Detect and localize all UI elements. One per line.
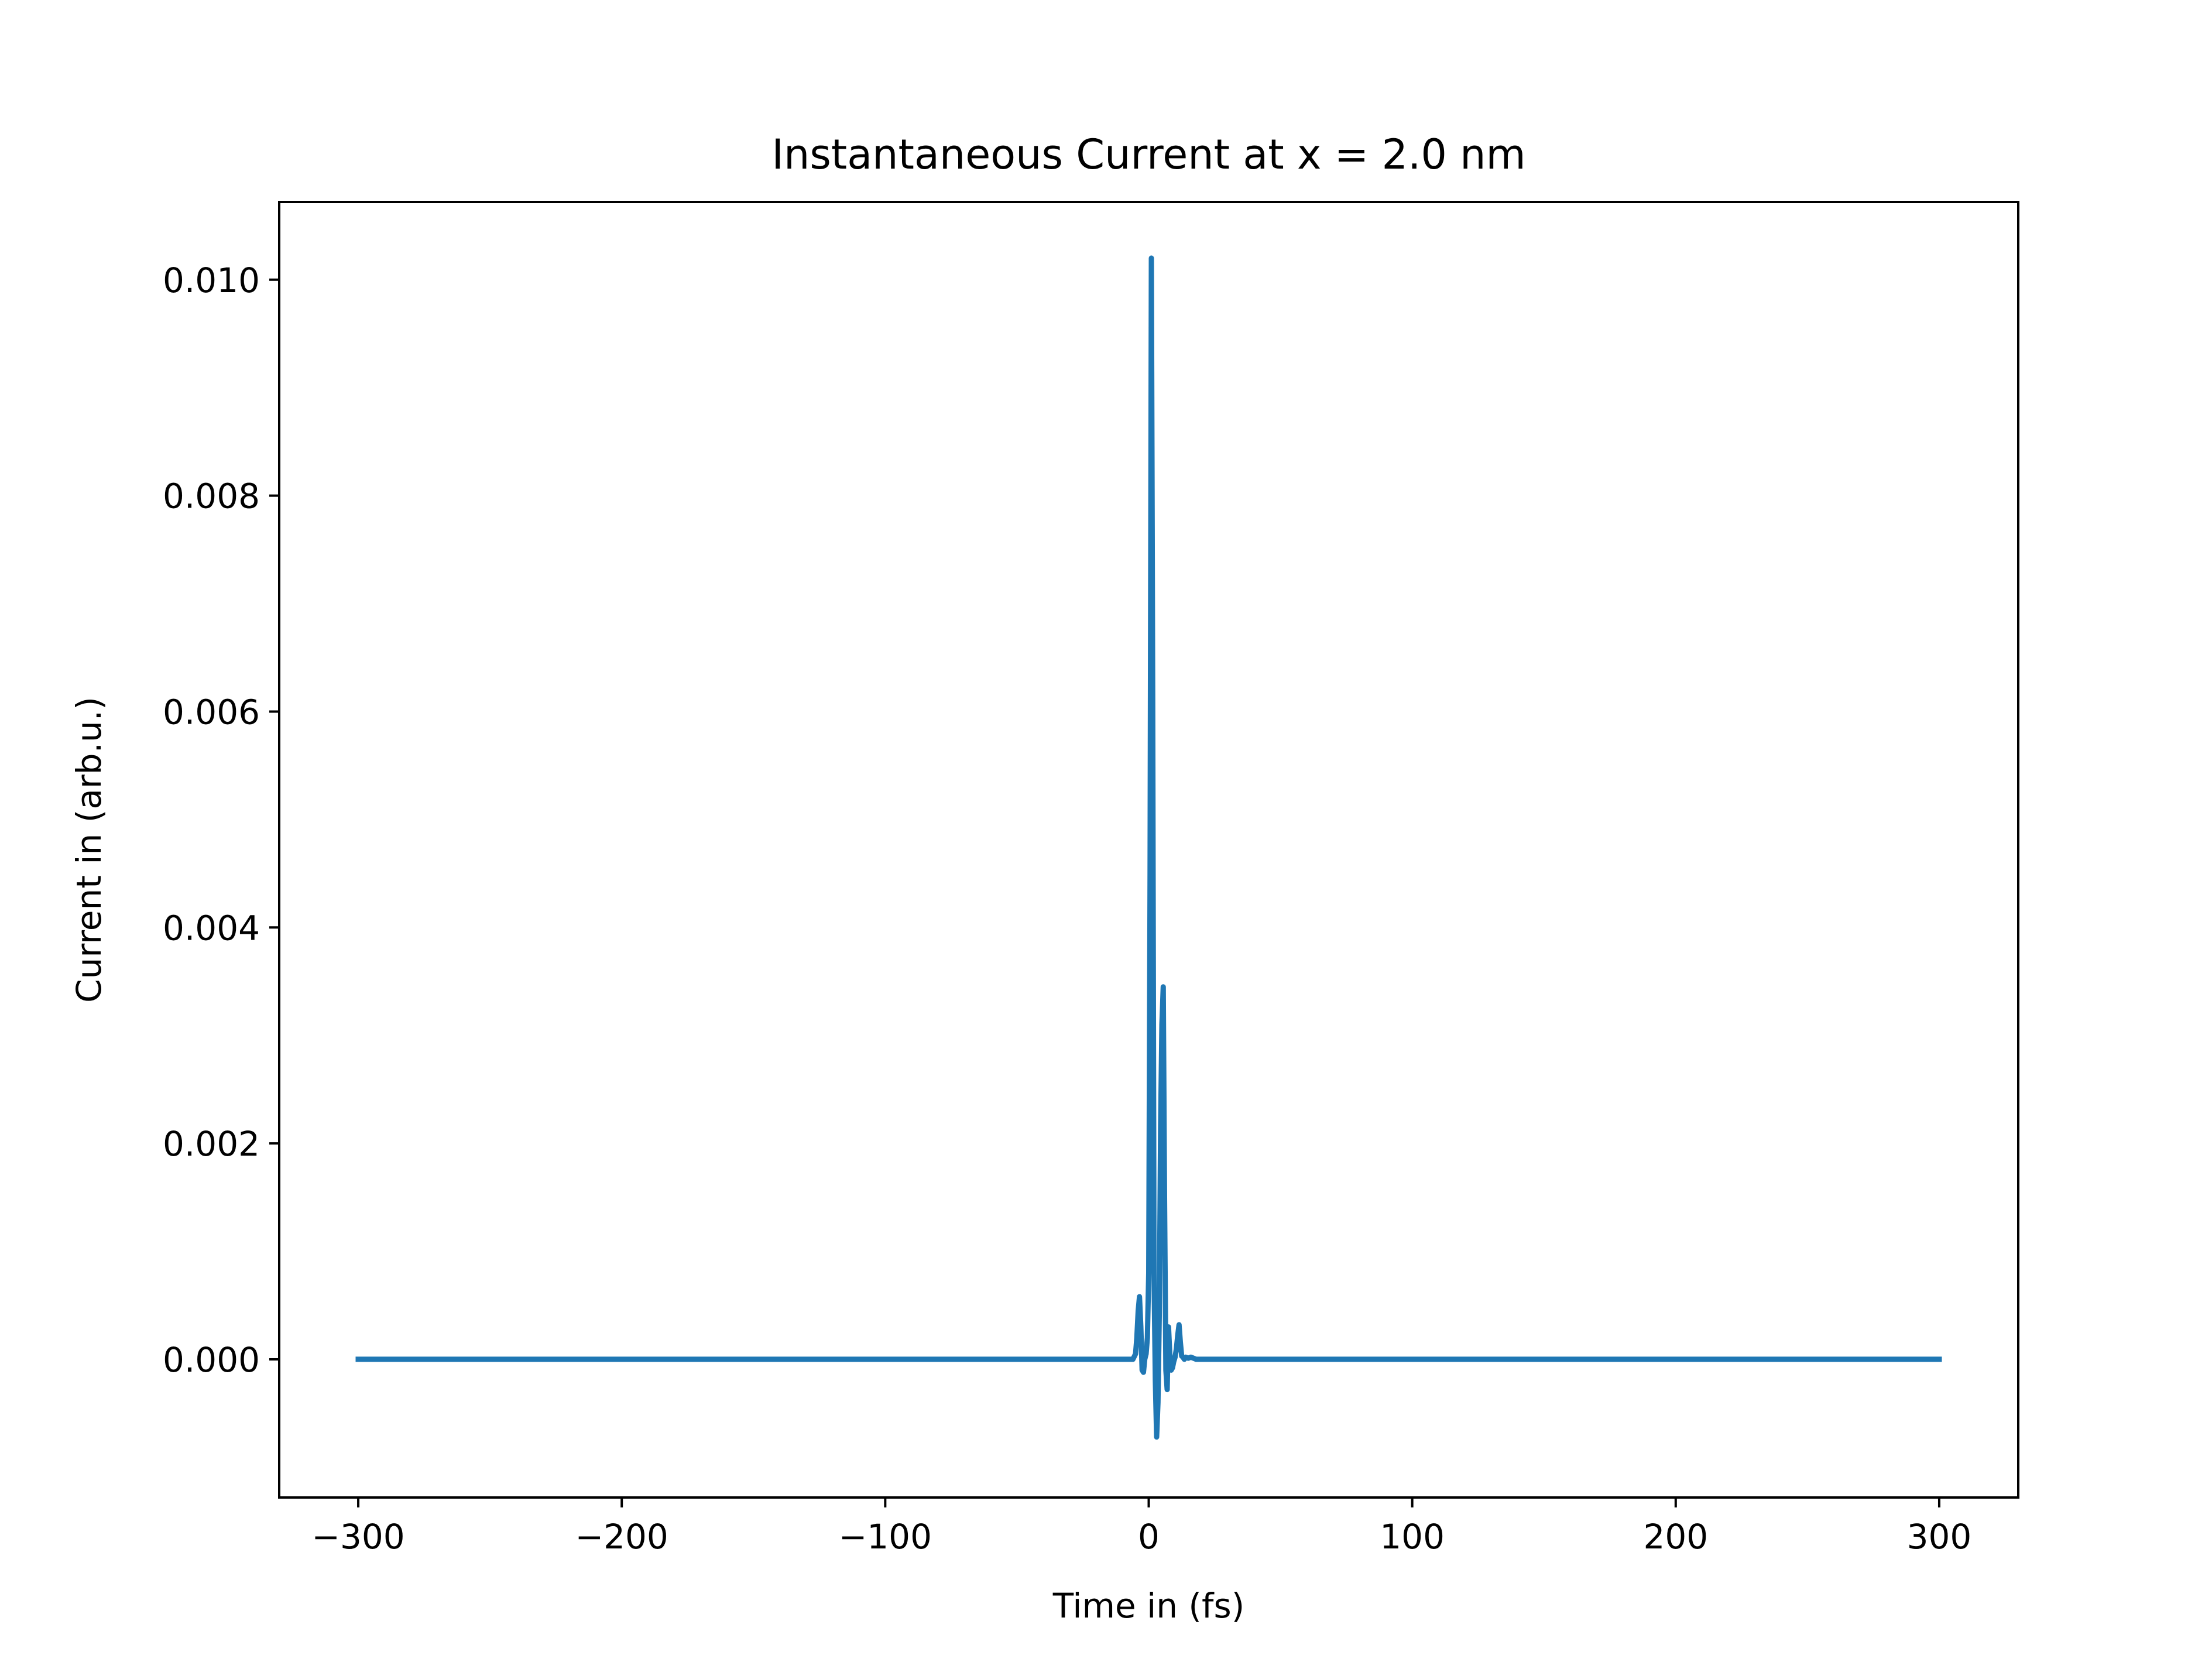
y-tick-label: 0.008 bbox=[163, 477, 260, 516]
x-tick-label: 200 bbox=[1643, 1517, 1708, 1557]
x-tick-label: 0 bbox=[1138, 1517, 1160, 1557]
x-tick-label: 300 bbox=[1907, 1517, 1972, 1557]
x-tick-label: 100 bbox=[1380, 1517, 1445, 1557]
series-line-0 bbox=[355, 255, 1942, 1440]
x-axis-label: Time in (fs) bbox=[1052, 1586, 1245, 1626]
x-tick-label: −200 bbox=[575, 1517, 668, 1557]
y-tick-label: 0.010 bbox=[163, 261, 260, 300]
x-axis-ticks: −300 −200 −100 0 100 200 300 bbox=[311, 1497, 1971, 1557]
y-tick-label: 0.000 bbox=[163, 1340, 260, 1380]
x-tick-label: −100 bbox=[839, 1517, 932, 1557]
chart-title: Instantaneous Current at x = 2.0 nm bbox=[771, 131, 1525, 179]
y-axis-ticks: 0.000 0.002 0.004 0.006 0.008 0.010 bbox=[163, 261, 279, 1380]
x-tick-label: −300 bbox=[311, 1517, 404, 1557]
y-tick-label: 0.006 bbox=[163, 692, 260, 732]
y-tick-label: 0.004 bbox=[163, 908, 260, 948]
series-layer bbox=[355, 255, 1942, 1440]
y-tick-label: 0.002 bbox=[163, 1124, 260, 1164]
y-axis-label: Current in (arb.u.) bbox=[69, 697, 109, 1003]
